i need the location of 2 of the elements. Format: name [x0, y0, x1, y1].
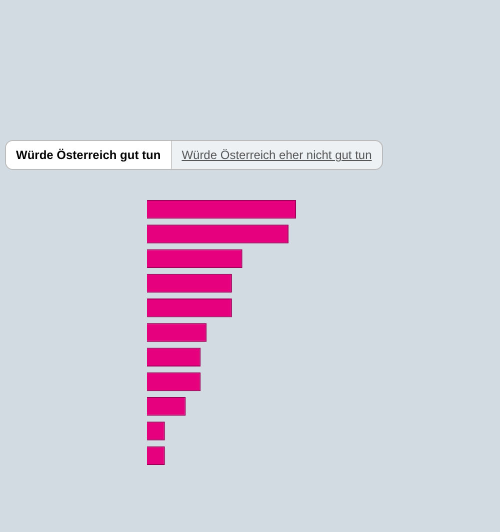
tab[interactable]: Würde Österreich gut tun — [6, 141, 171, 169]
tab[interactable]: Würde Österreich eher nicht gut tun — [170, 141, 382, 169]
